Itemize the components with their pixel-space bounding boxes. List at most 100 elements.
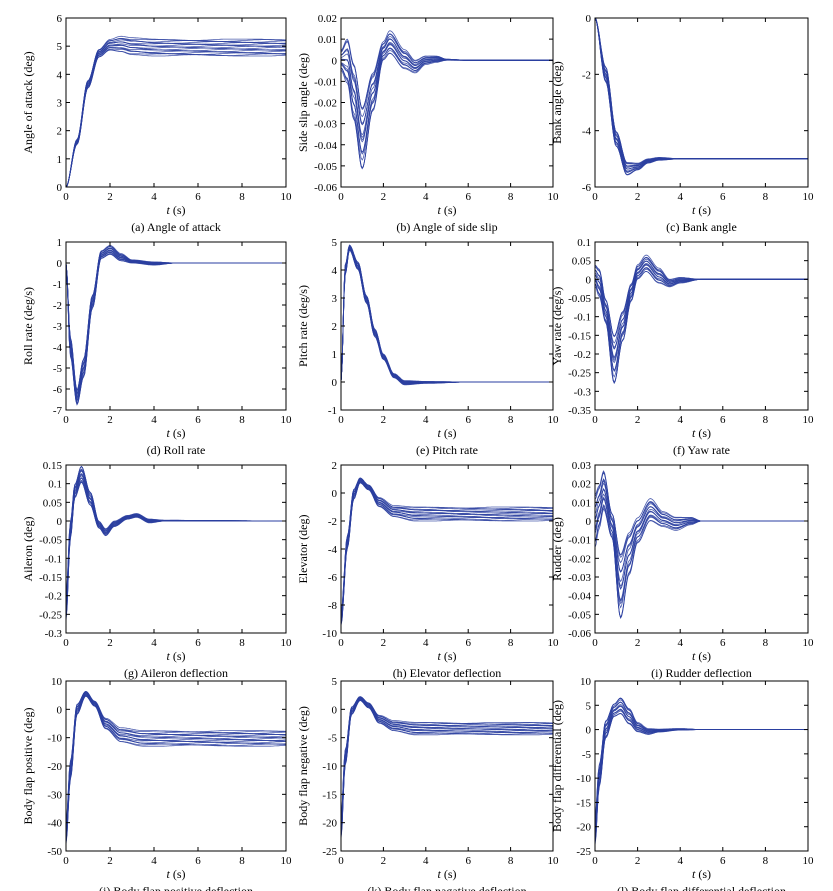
series-line bbox=[341, 478, 553, 616]
series-line bbox=[595, 471, 808, 556]
y-tick-label: 10 bbox=[580, 676, 592, 688]
chart-panel-a: 0 2 4 6 8 10 0 1 2 3 4 5 6 t (s) Angle of attack (deg)… bbox=[21, 13, 292, 234]
y-tick-label: -0.06 bbox=[568, 628, 591, 640]
series-line bbox=[66, 47, 286, 187]
series-line bbox=[66, 465, 286, 599]
series-line bbox=[66, 690, 286, 824]
y-tick-label: 0 bbox=[586, 725, 592, 737]
y-tick-label: -0.15 bbox=[568, 330, 591, 342]
x-tick-label: 0 bbox=[338, 637, 344, 649]
series-line bbox=[66, 694, 286, 839]
series-line bbox=[66, 251, 286, 405]
x-axis-label-var: t bbox=[166, 867, 170, 881]
y-tick-label: -0.2 bbox=[45, 591, 62, 603]
x-tick-label: 8 bbox=[239, 637, 245, 649]
y-tick-label: 5 bbox=[57, 41, 63, 53]
series-line bbox=[341, 698, 553, 832]
series-line bbox=[66, 44, 286, 187]
x-axis-label-unit: (s) bbox=[695, 426, 711, 440]
x-tick-label: 8 bbox=[508, 855, 514, 867]
series-line bbox=[66, 248, 286, 395]
axes-box bbox=[594, 17, 809, 188]
series-line bbox=[66, 38, 286, 187]
x-axis-label-unit: (s) bbox=[695, 649, 711, 663]
series-line bbox=[595, 260, 808, 358]
y-axis-label: Body flap negative (deg) bbox=[296, 706, 310, 826]
series-line bbox=[66, 473, 286, 608]
x-axis-label-unit: (s) bbox=[441, 426, 457, 440]
x-tick-label: 2 bbox=[107, 191, 113, 203]
series-line bbox=[595, 18, 808, 167]
series-line bbox=[66, 43, 286, 187]
x-axis-label-unit: (s) bbox=[695, 867, 711, 881]
series-line bbox=[66, 465, 286, 597]
series-line bbox=[595, 18, 808, 172]
x-tick-label: 8 bbox=[239, 414, 245, 426]
panel-caption: (k) Body flap nagative deflection bbox=[367, 884, 526, 891]
series-lines bbox=[341, 244, 553, 386]
y-tick-label: -0.01 bbox=[314, 76, 337, 88]
y-tick-label: 0 bbox=[332, 377, 338, 389]
y-axis-label: Side slip angle (deg) bbox=[296, 53, 310, 152]
series-line bbox=[341, 698, 553, 828]
y-tick-label: 0.1 bbox=[48, 479, 62, 491]
series-line bbox=[341, 477, 553, 613]
y-tick-label: 6 bbox=[57, 13, 63, 25]
y-tick-label: 0 bbox=[57, 704, 63, 716]
series-line bbox=[66, 477, 286, 615]
x-axis-label: t (s) bbox=[166, 426, 185, 440]
series-line bbox=[66, 35, 286, 187]
x-tick-label: 2 bbox=[107, 637, 113, 649]
series-line bbox=[66, 41, 286, 187]
y-tick-label: 0.15 bbox=[43, 460, 63, 472]
y-tick-label: -2 bbox=[53, 300, 62, 312]
x-tick-label: 8 bbox=[508, 414, 514, 426]
y-tick-label: 0 bbox=[332, 488, 338, 500]
y-tick-label: -20 bbox=[576, 822, 591, 834]
y-tick-label: -2 bbox=[328, 516, 337, 528]
x-tick-label: 2 bbox=[107, 855, 113, 867]
series-line bbox=[595, 470, 808, 558]
series-line bbox=[341, 245, 553, 383]
y-tick-label: -6 bbox=[53, 384, 63, 396]
series-line bbox=[341, 699, 553, 832]
series-lines bbox=[66, 35, 286, 187]
series-line bbox=[341, 43, 553, 138]
y-tick-label: -5 bbox=[328, 733, 338, 745]
x-tick-label: 4 bbox=[423, 637, 429, 649]
series-line bbox=[595, 258, 808, 350]
series-line bbox=[66, 253, 286, 406]
series-line bbox=[341, 245, 553, 383]
y-tick-label: 0 bbox=[332, 55, 338, 67]
y-tick-label: 2 bbox=[57, 126, 63, 138]
y-tick-label: -0.05 bbox=[568, 293, 591, 305]
series-line bbox=[341, 477, 553, 613]
series-line bbox=[66, 251, 286, 402]
series-line bbox=[66, 480, 286, 619]
series-line bbox=[66, 250, 286, 402]
y-tick-label: -0.1 bbox=[45, 553, 62, 565]
x-axis-label-var: t bbox=[166, 203, 170, 217]
x-axis-label: t (s) bbox=[166, 867, 185, 881]
panel-caption: (f) Yaw rate bbox=[673, 443, 730, 457]
series-line bbox=[341, 248, 553, 385]
series-line bbox=[595, 478, 808, 573]
chart-panel-i: 0 2 4 6 8 10 -0.06 -0.05 -0.04 -0.03 -0.02 -0.01 0 0.… bbox=[550, 460, 814, 680]
series-line bbox=[66, 694, 286, 838]
axes-box bbox=[594, 241, 809, 411]
series-line bbox=[66, 473, 286, 609]
y-tick-label: 3 bbox=[332, 293, 338, 305]
series-line bbox=[66, 695, 286, 843]
series-line bbox=[341, 698, 553, 828]
x-axis-label-unit: (s) bbox=[170, 867, 186, 881]
series-line bbox=[66, 479, 286, 619]
series-line bbox=[595, 701, 808, 825]
x-tick-label: 0 bbox=[592, 637, 598, 649]
y-tick-label: -25 bbox=[322, 846, 337, 858]
panel-caption: (l) Body flap differential deflection bbox=[617, 884, 786, 891]
x-axis-label-var: t bbox=[692, 649, 696, 663]
series-lines bbox=[595, 254, 808, 385]
series-line bbox=[66, 470, 286, 606]
series-line bbox=[341, 48, 553, 153]
